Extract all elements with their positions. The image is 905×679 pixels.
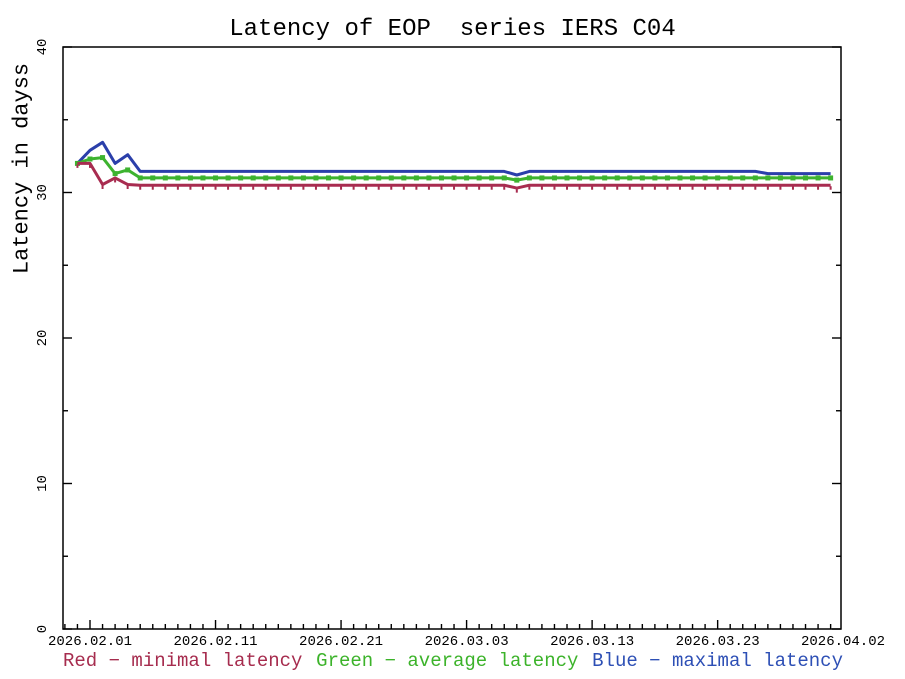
x-axis-ticks — [64, 620, 832, 629]
y-tick-label: 10 — [35, 475, 51, 492]
y-tick-label: 0 — [35, 625, 51, 633]
legend-item-maximal-latency: Blue − maximal latency — [592, 650, 843, 672]
x-tick-label: 2026.03.23 — [676, 634, 760, 650]
series-minimal-latency — [76, 161, 832, 193]
y-axis-ticks — [63, 46, 841, 630]
legend-item-average-latency: Green − average latency — [316, 650, 579, 672]
x-tick-label: 2026.03.03 — [425, 634, 509, 650]
series-average-latency — [74, 155, 834, 183]
plot-box — [62, 46, 842, 630]
x-tick-label: 2026.04.02 — [801, 634, 885, 650]
x-tick-label: 2026.02.01 — [48, 634, 132, 650]
x-tick-label: 2026.03.13 — [550, 634, 634, 650]
y-tick-label: 20 — [35, 330, 51, 347]
x-axis-labels: 2026.02.01 2026.02.11 2026.02.21 2026.03.03… — [48, 634, 885, 650]
legend-item-minimal-latency: Red − minimal latency — [63, 650, 303, 672]
y-axis-labels: 0 10 20 30 40 — [35, 39, 51, 634]
chart-title: Latency of EOP series IERS C04 — [229, 16, 676, 43]
y-tick-label: 40 — [35, 39, 51, 56]
y-tick-label: 30 — [35, 184, 51, 201]
x-tick-label: 2026.02.21 — [299, 634, 383, 650]
series-maximal-latency — [76, 140, 831, 177]
x-tick-label: 2026.02.11 — [174, 634, 258, 650]
chart-legend: Red − minimal latency Green − average la… — [63, 650, 843, 672]
